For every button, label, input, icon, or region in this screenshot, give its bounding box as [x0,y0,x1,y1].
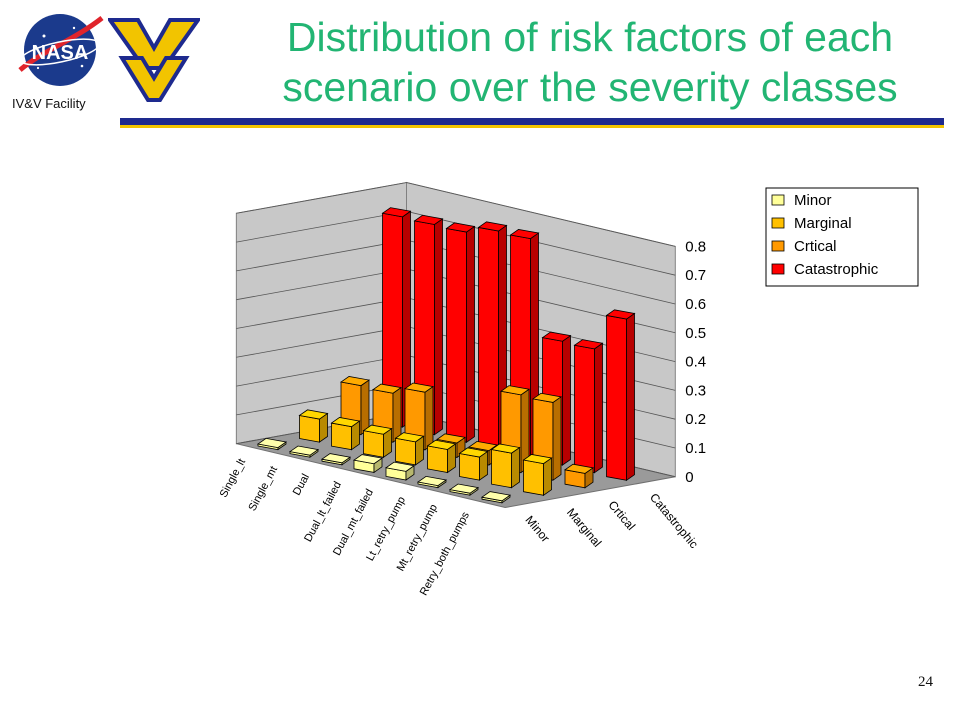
bar [563,463,595,489]
y-tick-label: 0.8 [685,238,706,255]
page-number: 24 [918,674,933,690]
depth-label: Crtical [606,498,639,533]
legend-label: Minor [794,192,832,209]
y-tick-label: 0.7 [685,267,706,284]
depth-label: Catastrophic [647,490,701,551]
title-line-2: scenario over the severity classes [282,64,898,110]
nasa-logo: NASA [18,14,104,86]
bar [573,339,604,474]
bar [362,424,393,459]
y-tick-label: 0.6 [685,296,706,313]
header-rule-blue [120,118,944,125]
title-line-1: Distribution of risk factors of each [286,14,894,60]
category-label: Dual_lt_failed [302,480,344,544]
depth-label: Minor [523,513,553,545]
bar [416,475,448,489]
category-label: Dual [291,472,312,498]
page-title: Distribution of risk factors of each sce… [230,12,950,112]
bar [256,437,288,451]
category-label: Single_mt [246,464,280,513]
bar [320,453,352,466]
y-tick-label: 0.4 [685,354,706,371]
bar [384,461,416,481]
y-tick-labels: 0 0.1 0.2 0.3 0.4 0.5 0.6 0.7 0.8 [685,238,706,485]
header-rule-yellow [120,125,944,128]
bar [445,222,476,444]
legend-swatch [771,240,785,252]
legend-label: Crtical [794,238,837,255]
legend-swatch [771,263,785,275]
wvu-logo [108,18,200,102]
bar [394,432,425,466]
bar [448,483,480,496]
bar [490,443,521,489]
bar [298,409,329,443]
bar [522,453,553,497]
legend: Minor Marginal Crtical Catastrophic [765,187,919,287]
category-label: Lt_retry_pump [364,495,408,563]
legend-swatch [771,217,785,229]
bars [256,207,636,504]
bar [288,445,320,458]
nasa-logo-text: NASA [32,42,89,64]
legend-swatch [771,194,785,206]
bar [480,491,512,504]
y-tick-label: 0 [685,469,693,486]
category-label: Single_lt [218,457,248,500]
bar [330,417,361,451]
bar [413,214,444,436]
y-tick-label: 0.3 [685,382,706,399]
bar [352,454,384,474]
legend-label: Catastrophic [794,261,879,278]
y-tick-label: 0.2 [685,411,706,428]
y-tick-label: 0.5 [685,325,706,342]
bar [381,207,412,428]
gridline [236,182,676,247]
y-tick-label: 0.1 [685,440,706,457]
bar [605,309,636,482]
legend-label: Marginal [794,215,852,232]
bar [458,447,489,481]
bar [426,439,457,474]
facility-label: IV&V Facility [12,96,86,111]
depth-label: Marginal [564,505,604,549]
